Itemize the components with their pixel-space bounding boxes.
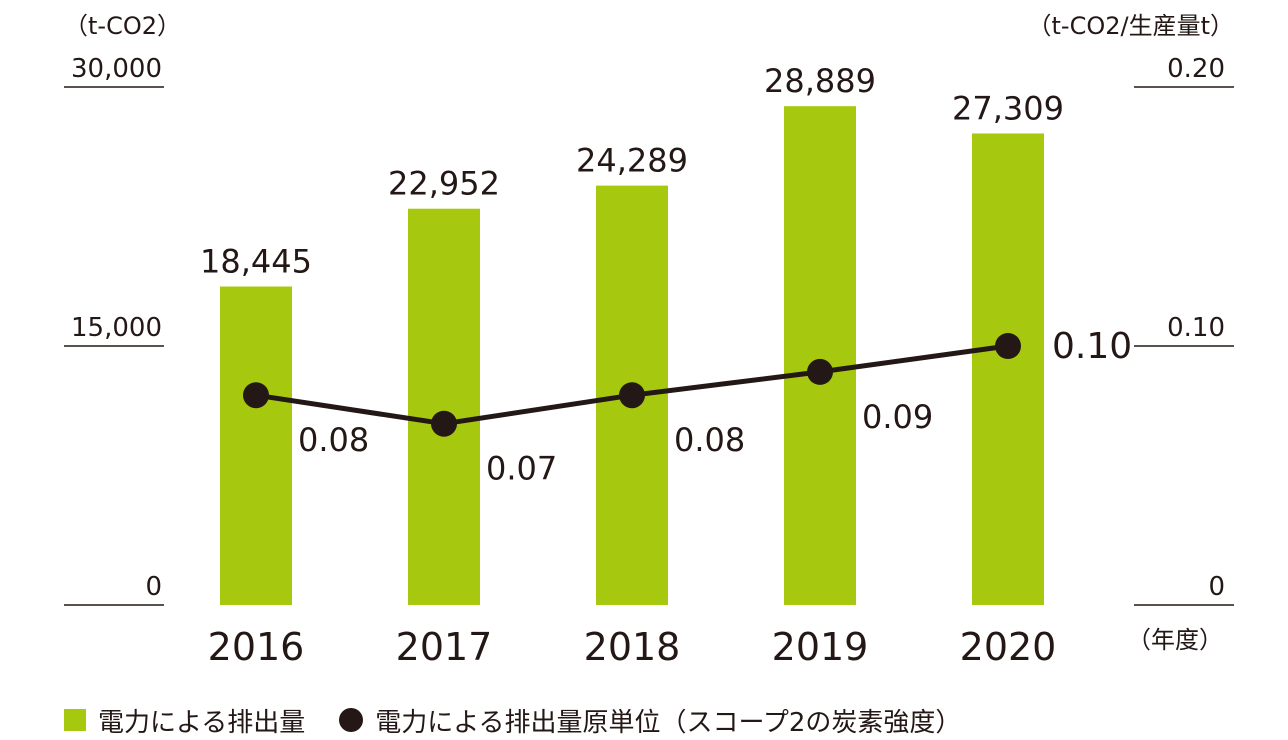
x-tick-label: 2018 [584,625,681,669]
intensity-value-label: 0.08 [298,421,369,459]
intensity-point [995,333,1021,359]
intensity-point [807,358,833,385]
right-axis-unit: （t-CO2/生産量t） [1028,12,1234,40]
x-tick-label: 2020 [960,625,1057,669]
bar-value-label: 18,445 [200,243,312,281]
bar-value-label: 27,309 [952,89,1064,127]
bar [220,286,292,605]
left-tick-label: 30,000 [71,54,162,84]
right-tick-label: 0.20 [1167,54,1225,84]
left-tick-label: 15,000 [71,313,162,343]
bar-data-labels: 18,445 22,952 24,289 28,889 27,309 [200,62,1064,280]
legend: 電力による排出量 電力による排出量原単位（スコープ2の炭素強度） [64,700,995,740]
bar-value-label: 24,289 [576,142,688,180]
right-tick-label: 0 [1208,572,1225,602]
line-series: 0.08 0.07 0.08 0.09 0.10 [243,326,1132,488]
intensity-value-label: 0.08 [674,421,745,459]
bar [408,208,480,605]
right-tick-label: 0.10 [1167,313,1225,343]
intensity-point [431,410,457,437]
right-axis-ticks: 0 0.10 0.20 [1134,54,1234,606]
intensity-value-label: 0.10 [1052,326,1132,367]
x-axis-unit: （年度） [1127,626,1223,654]
x-axis-labels: 2016 2017 2018 2019 2020 [208,625,1057,669]
intensity-value-label: 0.07 [486,450,557,488]
intensity-point [619,382,645,409]
bar [784,106,856,606]
x-tick-label: 2017 [396,625,493,669]
legend-line-swatch [339,708,364,732]
intensity-value-label: 0.09 [862,398,933,436]
left-axis-unit: （t-CO2） [64,12,181,40]
x-tick-label: 2019 [772,625,869,669]
bar-value-label: 28,889 [764,62,876,100]
emissions-chart: （t-CO2） （t-CO2/生産量t） 0 15,000 30,000 0 0.10… [64,12,1234,669]
legend-item-line: 電力による排出量原単位（スコープ2の炭素強度） [339,702,961,739]
legend-bar-swatch [64,709,86,731]
left-tick-label: 0 [145,572,162,602]
intensity-point [243,382,269,409]
left-axis-ticks: 0 15,000 30,000 [64,54,164,606]
bar-value-label: 22,952 [388,165,500,203]
legend-item-bar: 電力による排出量 [64,702,305,739]
legend-line-label: 電力による排出量原単位（スコープ2の炭素強度） [375,707,962,738]
bar [972,133,1044,605]
legend-bar-label: 電力による排出量 [98,707,306,738]
x-tick-label: 2016 [208,625,305,669]
